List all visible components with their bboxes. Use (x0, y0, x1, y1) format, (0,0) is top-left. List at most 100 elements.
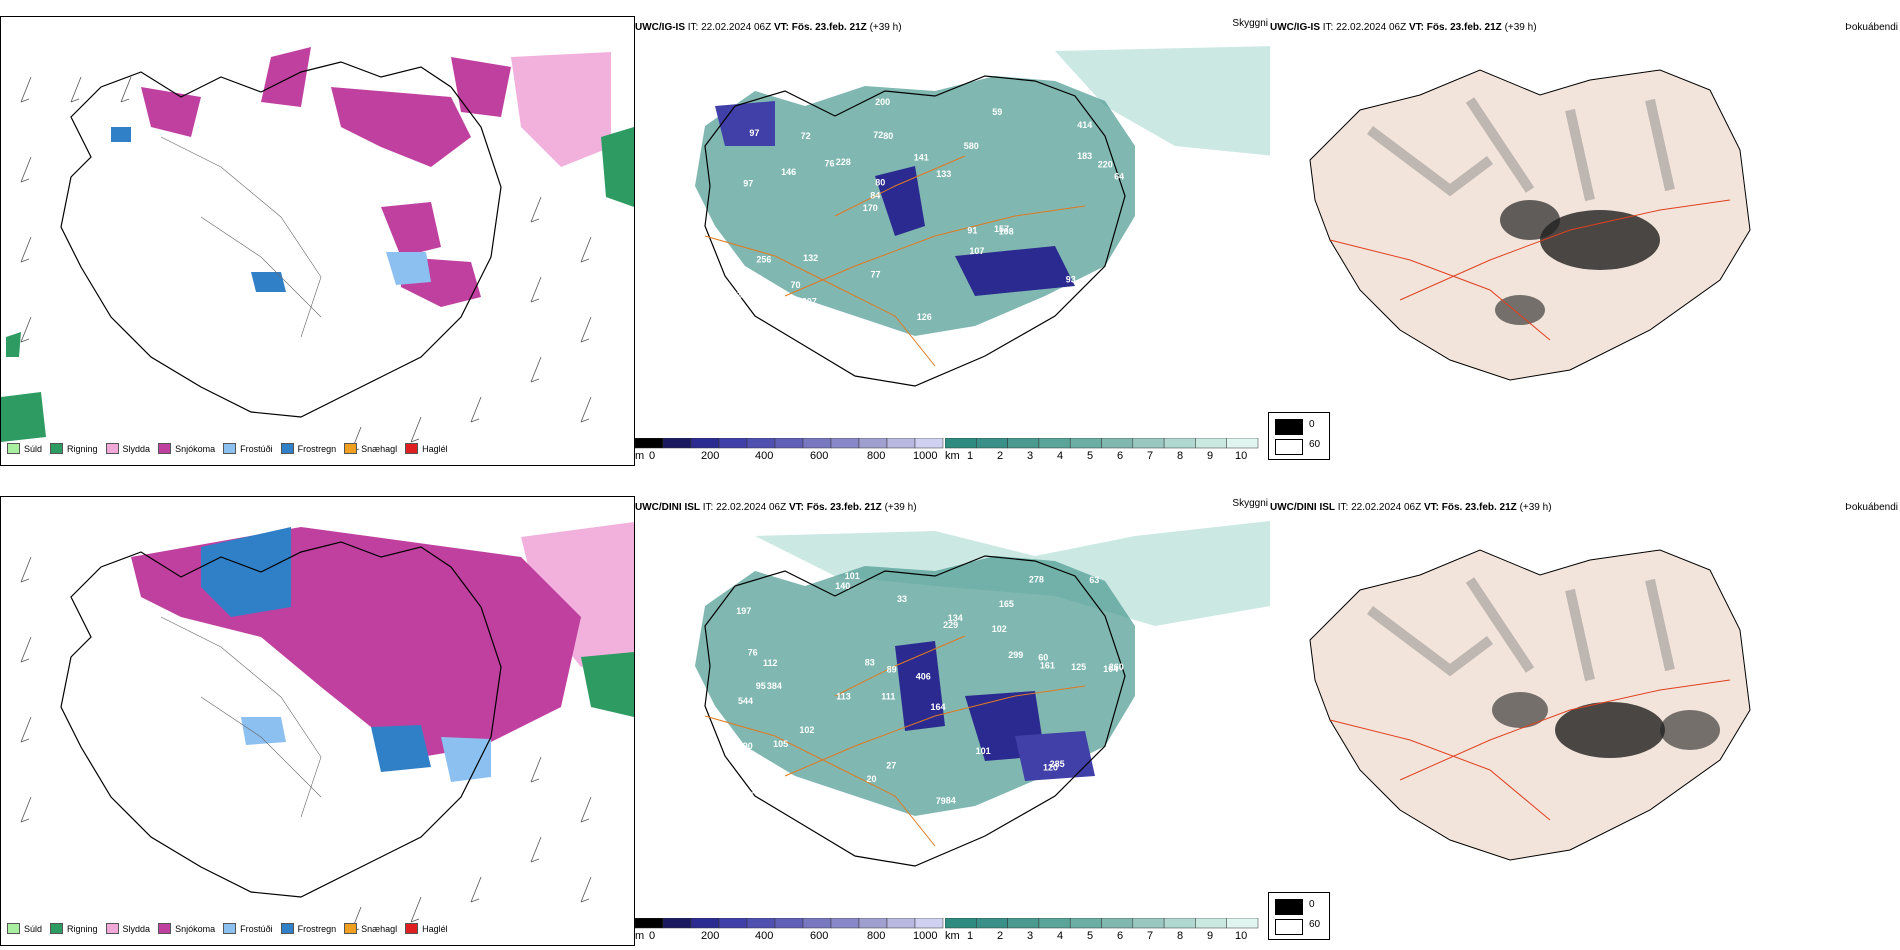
fog-dark-area (1500, 200, 1560, 240)
ceiling-area (1015, 731, 1095, 781)
colorbar-swatch (1038, 918, 1071, 929)
ceiling-value-label: 125 (1071, 662, 1086, 672)
ceiling-value-label: 220 (1098, 159, 1113, 169)
ceiling-colorbar: m 0 200 400 600 800 1000 (635, 438, 945, 468)
it-value: 22.02.2024 06Z (1351, 502, 1422, 513)
road-lines (1329, 199, 1731, 341)
legend-swatch (158, 443, 172, 454)
visibility-tick: 5 (1087, 930, 1094, 942)
fog-legend-bottom: 0 60 (1268, 892, 1330, 940)
ceiling-tick: 0 (649, 930, 656, 942)
ceiling-value-label: 132 (803, 253, 818, 263)
colorbar-swatch (1101, 438, 1134, 449)
colorbar-swatch (914, 918, 944, 929)
visibility-tick: 4 (1057, 450, 1064, 462)
visibility-tick: 5 (1087, 450, 1094, 462)
ceiling-value-label: 165 (999, 599, 1014, 609)
coastline (60, 61, 502, 418)
ceiling-tick: 800 (867, 930, 886, 942)
colorbar-swatch (774, 918, 804, 929)
visibility-tick: 8 (1177, 930, 1184, 942)
visibility-colorbar: km 1 2 3 4 5 6 7 8 9 10 (945, 438, 1260, 468)
colorbar-swatch (830, 918, 860, 929)
ceiling-value-label: 102 (992, 624, 1007, 634)
ceiling-value-label: 97 (749, 128, 759, 138)
colorbar-swatch (1132, 918, 1165, 929)
ceiling-tick: 800 (867, 450, 886, 462)
visibility-tick: 4 (1057, 930, 1064, 942)
colorbar-swatch (976, 438, 1008, 449)
legend-item: Haglél (405, 923, 448, 934)
fog-dark-area (1492, 692, 1548, 728)
panel-header: UWC/IG-IS IT: 22.02.2024 06Z VT: Fös. 23… (1270, 22, 1537, 33)
colorbar-swatch (690, 918, 720, 929)
ceiling-value-label: 82 (722, 736, 732, 746)
snow-area (261, 47, 311, 107)
ceiling-unit: m (635, 930, 645, 942)
ceiling-value-label: 161 (1040, 661, 1055, 671)
ceiling-area (955, 246, 1075, 296)
visibility-tick: 9 (1207, 450, 1214, 462)
colorbar-swatch (1069, 438, 1102, 449)
ceiling-value-label: 20 (867, 774, 877, 784)
lead-time: (+39 h) (1504, 22, 1537, 33)
visibility-colorbar-swatches (945, 918, 1259, 929)
ceiling-value-label: 299 (1008, 650, 1023, 660)
legend-item: Frostúði (223, 443, 273, 454)
it-value: 22.02.2024 06Z (701, 22, 772, 33)
freezing-rain-area (251, 272, 286, 292)
ceiling-tick: 200 (701, 930, 720, 942)
legend-label: Frostregn (297, 923, 337, 934)
colorbar-swatch (662, 918, 692, 929)
lead-time: (+39 h) (1519, 502, 1552, 513)
it-label: IT: (702, 502, 714, 513)
visibility-colorbar-swatches (945, 438, 1259, 449)
freezing-rain-area (371, 725, 431, 772)
ceiling-value-labels: 88 97 414 170 580 226 72 141 256 228 142 70 80 133 108… (727, 97, 1124, 322)
ceiling-colorbar: m 0 200 400 600 800 1000 (635, 918, 945, 948)
colorbar-swatch (886, 438, 916, 449)
rain-area (6, 332, 21, 357)
ceiling-tick: 400 (755, 450, 774, 462)
fog-legend-top: 0 60 (1268, 412, 1330, 460)
freezing-rain-area (111, 127, 131, 142)
ceiling-value-label: 580 (964, 141, 979, 151)
ceiling-value-label: 335 (750, 785, 765, 795)
colorbar-swatch (774, 438, 804, 449)
freezing-drizzle-area (386, 252, 431, 285)
colorbar-swatch (1226, 918, 1259, 929)
legend-label: Snæhagl (361, 923, 398, 934)
legend-item: Súld (7, 443, 42, 454)
legend-swatch (405, 443, 419, 454)
ceiling-value-label: 64 (1114, 171, 1124, 181)
legend-label: Frostúði (240, 443, 273, 454)
visibility-tick: 6 (1117, 930, 1124, 942)
ceiling-value-label: 141 (914, 153, 929, 163)
legend-swatch (344, 923, 358, 934)
ceiling-tick: 0 (649, 450, 656, 462)
model-name: UWC/IG-IS (1270, 22, 1320, 33)
ceiling-value-label: 101 (976, 746, 991, 756)
visibility-tick: 2 (997, 450, 1004, 462)
road-lines (1329, 679, 1731, 821)
ceiling-value-label: 88 (1071, 300, 1081, 310)
colorbar-swatch (976, 918, 1008, 929)
ceiling-value-label: 84 (946, 795, 956, 805)
colorbar-swatch (945, 438, 977, 449)
visibility-panel-bottom: UWC/DINI ISL IT: 22.02.2024 06Z VT: Fös.… (635, 496, 1270, 946)
ceiling-value-label: 256 (756, 254, 771, 264)
colorbar-swatch (1007, 438, 1040, 449)
ceiling-value-label: 260 (1109, 662, 1124, 672)
legend-label: Haglél (422, 923, 448, 934)
snow-area (331, 87, 471, 167)
ceiling-tick: 400 (755, 930, 774, 942)
ceiling-value-label: 228 (836, 157, 851, 167)
fog-panel-top: UWC/IG-IS IT: 22.02.2024 06Z VT: Fös. 23… (1270, 16, 1900, 466)
legend-label: Snæhagl (361, 443, 398, 454)
panel-title: Þokuábendi (1845, 502, 1898, 513)
legend-item: Frostúði (223, 923, 273, 934)
colorbar-swatch (1226, 438, 1259, 449)
ceiling-value-label: 63 (1089, 575, 1099, 585)
ceiling-value-label: 384 (767, 681, 782, 691)
visibility-map: 1011651041111643841971025442294063351401… (695, 521, 1270, 867)
